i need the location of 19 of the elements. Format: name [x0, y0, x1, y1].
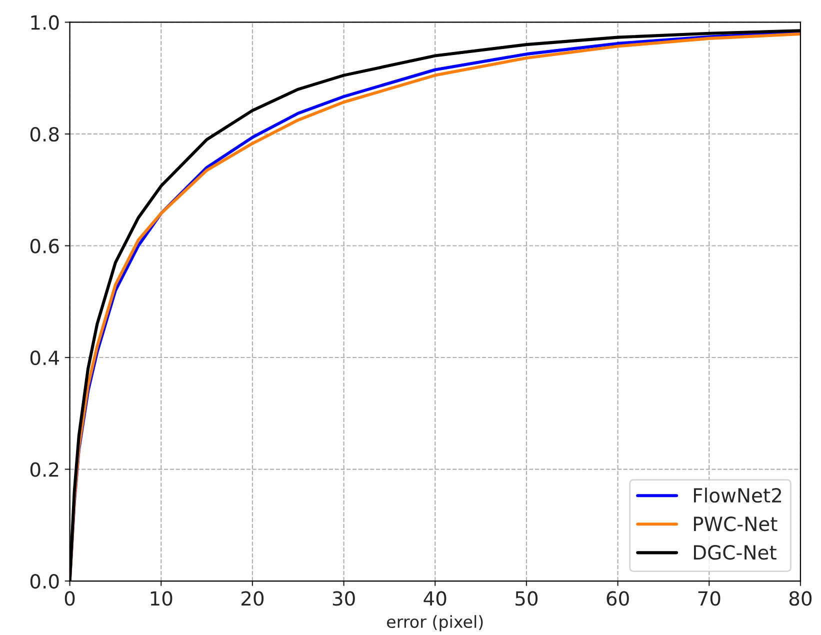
y-tick-label: 0.2	[30, 462, 58, 477]
y-tick-label: 0.0	[30, 574, 59, 589]
x-tick-label: 0	[64, 591, 75, 606]
y-tick-label: 0.8	[30, 126, 59, 142]
y-tick-label: 1.0	[31, 15, 59, 30]
legend-label: DGC-Net	[694, 545, 776, 560]
x-tick-label: 50	[516, 591, 538, 606]
x-tick-label: 60	[606, 591, 629, 606]
legend-label: FlowNet2	[694, 488, 782, 503]
y-tick-label: 0.4	[30, 350, 59, 366]
y-tick-label: 0.6	[30, 238, 59, 254]
x-tick-label: 80	[789, 591, 812, 606]
x-tick-label: 40	[424, 591, 446, 606]
x-tick-label: 70	[698, 591, 720, 606]
legend-label: PWC-Net	[694, 516, 778, 532]
x-tick-label: 30	[332, 591, 355, 606]
x-tick-label: 10	[150, 591, 172, 606]
x-tick-label: 20	[242, 591, 264, 606]
x-axis-title: error (pixel)	[387, 615, 483, 632]
